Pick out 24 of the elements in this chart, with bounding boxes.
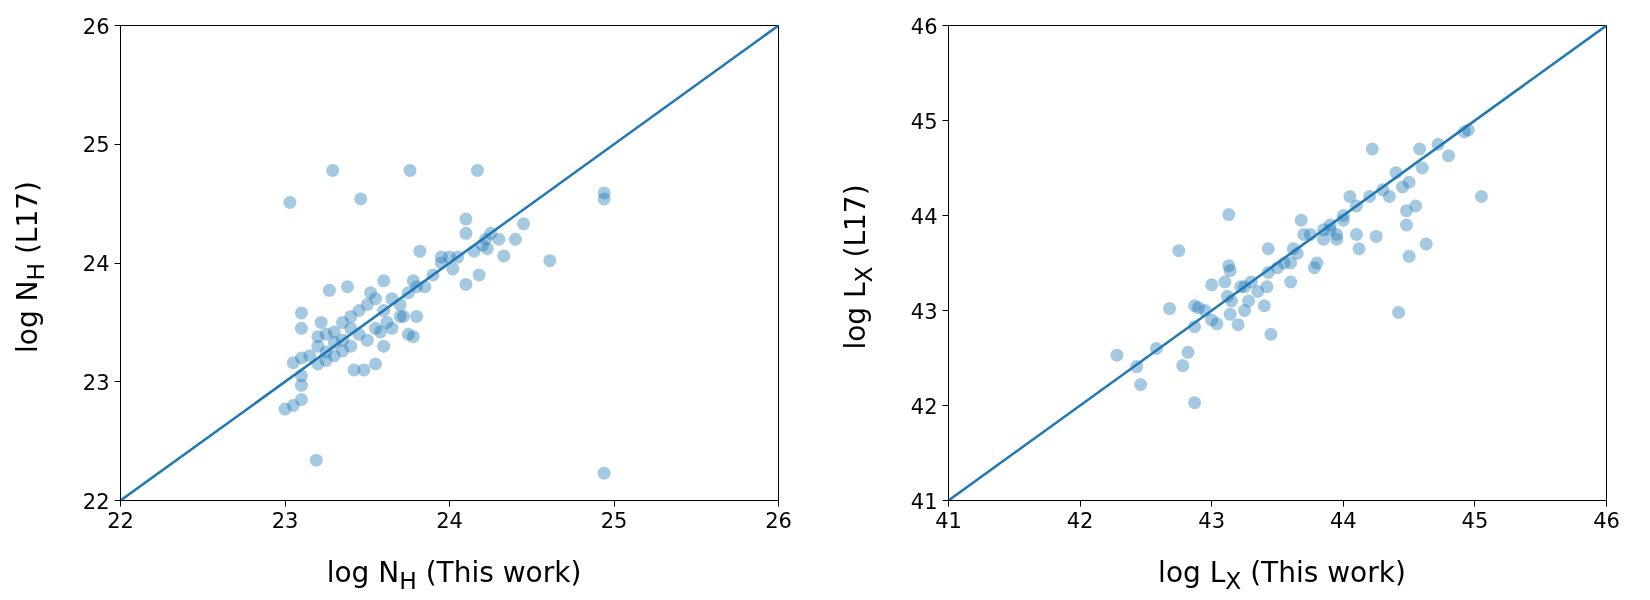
x-tick-label: 43 [1198, 508, 1226, 533]
x-tick-label: 23 [271, 508, 299, 533]
y-tick-label: 23 [82, 370, 110, 395]
y-tick-label: 26 [82, 14, 110, 39]
y-tick-label: 43 [910, 299, 938, 324]
x-tick-label: 26 [765, 508, 792, 533]
x-tick-label: 41 [935, 508, 962, 533]
y-tick-label: 41 [910, 489, 938, 514]
x-tick-label: 44 [1329, 508, 1357, 533]
x-tick-label: 22 [107, 508, 134, 533]
y-tick-label: 42 [910, 394, 938, 419]
y-tick-label: 22 [82, 489, 110, 514]
x-tick-label: 42 [1066, 508, 1094, 533]
y-tick-label: 45 [910, 109, 938, 134]
y-tick-label: 44 [910, 204, 938, 229]
y-tick-label: 25 [82, 133, 110, 158]
x-tick-label: 46 [1593, 508, 1620, 533]
x-axis-title: log L$_{X}$ (This work) [1158, 556, 1406, 595]
x-tick-label: 25 [600, 508, 628, 533]
x-tick-label: 24 [436, 508, 463, 533]
y-tick-label: 46 [910, 14, 938, 39]
x-tick-label: 45 [1461, 508, 1489, 533]
x-axis-title: log N$_{H}$ (This work) [326, 556, 582, 595]
y-tick-label: 24 [82, 252, 110, 276]
